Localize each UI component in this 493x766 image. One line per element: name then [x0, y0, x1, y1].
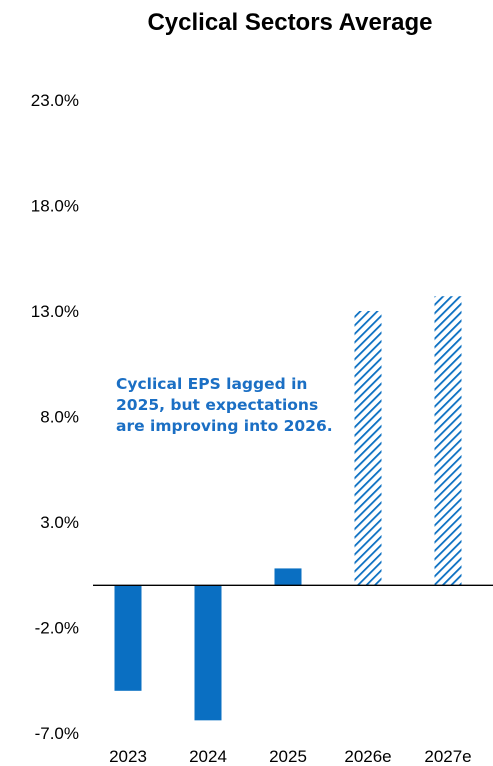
y-tick-label: 18.0% — [31, 197, 79, 216]
x-tick-label: 2027e — [424, 747, 471, 766]
y-tick-label: 13.0% — [31, 302, 79, 321]
bar-2027e — [434, 296, 462, 586]
x-axis-ticks: 2023 2024 2025 2026e 2027e — [109, 747, 472, 766]
bar-2025 — [274, 568, 302, 586]
annotation-line: 2025, but expectations — [116, 396, 318, 414]
y-tick-label: 23.0% — [31, 91, 79, 110]
y-tick-label: 3.0% — [40, 513, 79, 532]
chart-title: Cyclical Sectors Average — [147, 9, 432, 36]
y-tick-label: -2.0% — [35, 619, 79, 638]
annotation: Cyclical EPS lagged in 2025, but expectat… — [116, 375, 333, 435]
bar-2023 — [114, 585, 142, 691]
x-tick-label: 2023 — [109, 747, 147, 766]
x-tick-label: 2024 — [189, 747, 227, 766]
y-tick-label: -7.0% — [35, 724, 79, 743]
bar-2026e — [354, 311, 382, 586]
bar-2024 — [194, 585, 222, 721]
bars — [114, 296, 462, 721]
x-tick-label: 2025 — [269, 747, 307, 766]
y-tick-label: 8.0% — [40, 408, 79, 427]
x-tick-label: 2026e — [344, 747, 391, 766]
y-axis-ticks: 23.0% 18.0% 13.0% 8.0% 3.0% -2.0% -7.0% — [31, 91, 79, 743]
annotation-line: are improving into 2026. — [116, 417, 333, 435]
annotation-line: Cyclical EPS lagged in — [116, 375, 307, 393]
